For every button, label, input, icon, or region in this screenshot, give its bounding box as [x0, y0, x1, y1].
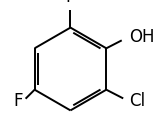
Text: Cl: Cl: [129, 92, 145, 110]
Text: F: F: [13, 92, 23, 110]
Text: F: F: [66, 0, 75, 6]
Text: OH: OH: [129, 28, 155, 46]
